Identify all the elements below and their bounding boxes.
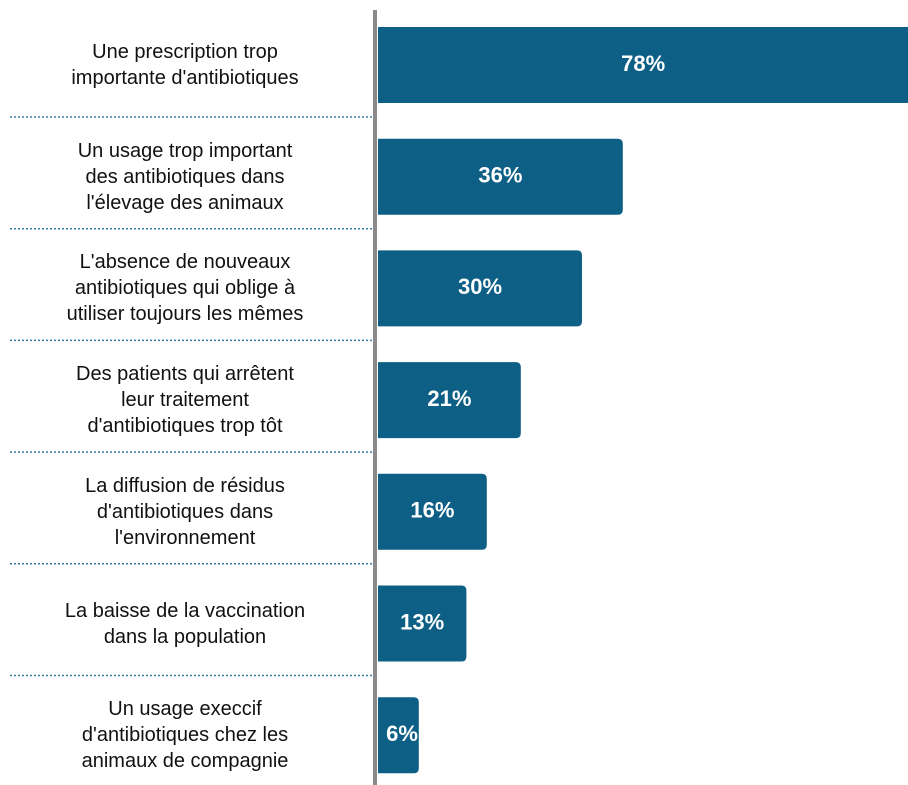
category-label: La diffusion de résidus d'antibiotiques … bbox=[85, 474, 285, 549]
bar bbox=[378, 585, 467, 662]
category-label: La baisse de la vaccination dans la popu… bbox=[64, 599, 306, 648]
bar bbox=[378, 27, 908, 103]
category-label: Un usage trop important des antibiotique… bbox=[77, 139, 293, 214]
value-label: 30% bbox=[458, 274, 502, 299]
category-label: Un usage execcif d'antibiotiques chez le… bbox=[81, 698, 289, 773]
bar bbox=[378, 138, 623, 215]
bar bbox=[378, 473, 487, 550]
bar bbox=[378, 250, 582, 327]
bar bbox=[378, 697, 419, 774]
category-label: L'absence de nouveaux antibiotiques qui … bbox=[66, 251, 304, 326]
value-label: 6% bbox=[386, 721, 418, 746]
value-label: 36% bbox=[478, 163, 522, 188]
value-label: 78% bbox=[621, 51, 665, 76]
bar bbox=[378, 362, 521, 439]
value-label: 16% bbox=[410, 498, 454, 523]
value-label: 13% bbox=[400, 609, 444, 634]
category-label: Une prescription trop importante d'antib… bbox=[71, 41, 299, 89]
category-label: Des patients qui arrêtent leur traitemen… bbox=[76, 363, 294, 438]
value-label: 21% bbox=[427, 386, 471, 411]
